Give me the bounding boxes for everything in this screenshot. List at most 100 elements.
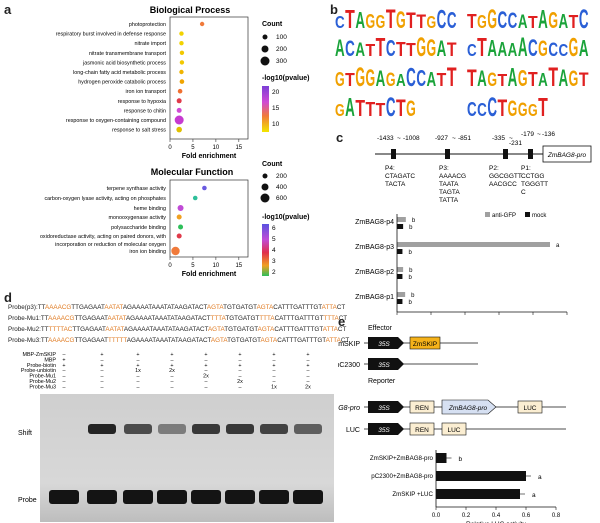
coord-p1-end: -136 bbox=[542, 131, 555, 138]
motif-letter: G bbox=[487, 69, 497, 91]
bp-color-title: -log10(pvalue) bbox=[262, 75, 309, 82]
bp-dot bbox=[177, 88, 183, 94]
panel-e-luc-assay: Effector Reporter ZmSKIP 35S ZmSKIP pC2300 3… bbox=[338, 325, 566, 523]
emsa-row-label: Probe-biotin bbox=[27, 363, 56, 369]
motif-letter: G bbox=[406, 96, 416, 121]
emsa-row-label: Probe-unbiotin bbox=[21, 368, 56, 374]
chip-letter-mock: b bbox=[409, 225, 413, 231]
emsa-cell: – bbox=[239, 384, 242, 390]
mf-term: polysaccharide binding bbox=[111, 225, 166, 231]
ren-label: REN bbox=[415, 405, 429, 412]
chip-bar-anti-gfp bbox=[397, 217, 406, 222]
construct-name: ZmBAG8-pro bbox=[338, 405, 360, 412]
emsa-cell: – bbox=[171, 357, 174, 363]
luc-bar-chart: ZmSKIP+ZmBAG8-pro b pC2300+ZmBAG8-pro a ZmSK… bbox=[370, 450, 561, 523]
motif-letter: A bbox=[498, 38, 508, 61]
mf-tick-label: 0 bbox=[168, 263, 172, 269]
promoter-35s-label: 35S bbox=[378, 427, 390, 434]
motif-letter: C bbox=[386, 35, 396, 61]
emsa-cell: – bbox=[63, 352, 66, 358]
coord-p2-start: -335 bbox=[492, 135, 505, 142]
shift-label: Shift bbox=[18, 430, 32, 437]
mf-count-600: 600 bbox=[276, 195, 287, 202]
probe-name: Probe-Mu2: bbox=[8, 326, 41, 333]
bp-term: hydrogen peroxide catabolic process bbox=[78, 80, 166, 86]
emsa-cell: – bbox=[273, 374, 276, 380]
motif-letter: T bbox=[396, 38, 406, 61]
mf-count-dot-mid bbox=[261, 183, 269, 191]
bp-term: response to salt stress bbox=[112, 128, 166, 134]
motif-letter: A bbox=[396, 71, 406, 90]
bp-dot bbox=[179, 69, 184, 75]
legend-swatch-mock bbox=[525, 212, 530, 217]
emsa-cell: – bbox=[63, 368, 66, 374]
bp-dot bbox=[179, 60, 185, 65]
promoter-35s-label: 35S bbox=[378, 362, 390, 369]
chip-bar-mock bbox=[397, 299, 403, 304]
emsa-cell: – bbox=[307, 379, 310, 385]
emsa-cell: 1x bbox=[135, 368, 141, 374]
emsa-cell: – bbox=[239, 357, 242, 363]
chip-bar-mock bbox=[397, 249, 403, 254]
emsa-row-label: MBP bbox=[44, 357, 56, 363]
panel-label-d: d bbox=[4, 290, 12, 305]
motif-letter: T bbox=[366, 41, 376, 60]
p4-seq-1: CTAGATC bbox=[385, 173, 415, 180]
motif-letter: A bbox=[345, 93, 355, 122]
bp-count-title: Count bbox=[262, 21, 283, 28]
emsa-cell: – bbox=[307, 374, 310, 380]
motif-letter: T bbox=[386, 5, 396, 35]
panel-b-motifs: C T A G G T G T T G C C T G G C C A T A G A T CA C A T T C T T G G A T C T A A… bbox=[335, 5, 589, 123]
chip-letter: b bbox=[411, 293, 415, 299]
chip-category: ZmBAG8-p4 bbox=[355, 219, 394, 226]
emsa-cell: + bbox=[272, 352, 275, 358]
motif-letter: T bbox=[396, 94, 406, 121]
chip-letter: b bbox=[409, 268, 413, 274]
coord-p4-start: -1433 bbox=[377, 135, 394, 142]
mf-count-200: 200 bbox=[276, 173, 287, 180]
emsa-cell: – bbox=[205, 379, 208, 385]
bp-dot bbox=[176, 98, 182, 104]
promoter-35s-label: 35S bbox=[378, 405, 390, 412]
motif-letter: T bbox=[345, 71, 355, 91]
motif-letter: G bbox=[427, 34, 437, 61]
emsa-cell: + bbox=[100, 363, 103, 369]
emsa-cell: – bbox=[101, 374, 104, 380]
mf-color-bar bbox=[262, 224, 269, 276]
bp-color-10: 10 bbox=[272, 121, 280, 128]
luc-label: LUC bbox=[523, 405, 536, 412]
construct-name: pC2300 bbox=[338, 362, 360, 369]
chip-bar-mock bbox=[397, 274, 403, 279]
motif-letter: T bbox=[528, 13, 538, 32]
bp-dot bbox=[174, 115, 184, 125]
motif-letter: C bbox=[579, 5, 589, 35]
mf-tick-label: 10 bbox=[213, 263, 220, 269]
probe-row: Probe-Mu2:TTTTTTACTTGAGAATAATATAGAAAATAA… bbox=[8, 324, 346, 335]
bp-term: nitrate import bbox=[135, 41, 167, 47]
bp-term: response to chitin bbox=[124, 108, 166, 114]
emsa-cell: + bbox=[272, 363, 275, 369]
legend-swatch-anti-gfp bbox=[485, 212, 490, 217]
luc-bar bbox=[436, 471, 526, 481]
p1-seq-3: C bbox=[521, 189, 526, 196]
mf-x-label: Fold enrichment bbox=[182, 271, 237, 278]
reporter-title: Reporter bbox=[368, 378, 396, 385]
motif-letter: G bbox=[416, 33, 426, 63]
emsa-cell: + bbox=[238, 363, 241, 369]
emsa-cell: – bbox=[171, 379, 174, 385]
emsa-cell: + bbox=[62, 357, 65, 363]
motif-letter: C bbox=[498, 6, 508, 33]
motif-letter: T bbox=[376, 33, 386, 62]
ren-box bbox=[409, 422, 435, 436]
luc-tick-label: 0.4 bbox=[492, 513, 501, 519]
chip-letter-mock: b bbox=[408, 275, 412, 281]
motif-letter: G bbox=[518, 99, 528, 121]
motif-letter: G bbox=[569, 66, 579, 91]
bp-dot bbox=[179, 50, 185, 55]
motif-letter: C bbox=[559, 41, 569, 60]
emsa-cell: – bbox=[137, 357, 140, 363]
mf-dot bbox=[192, 195, 198, 201]
bp-term: photoprotection bbox=[129, 22, 166, 28]
mf-plot-frame bbox=[169, 179, 249, 258]
probe-row: Probe(p3):TTAAAACGTTGAGAATAATATAGAAAATAA… bbox=[8, 302, 345, 313]
